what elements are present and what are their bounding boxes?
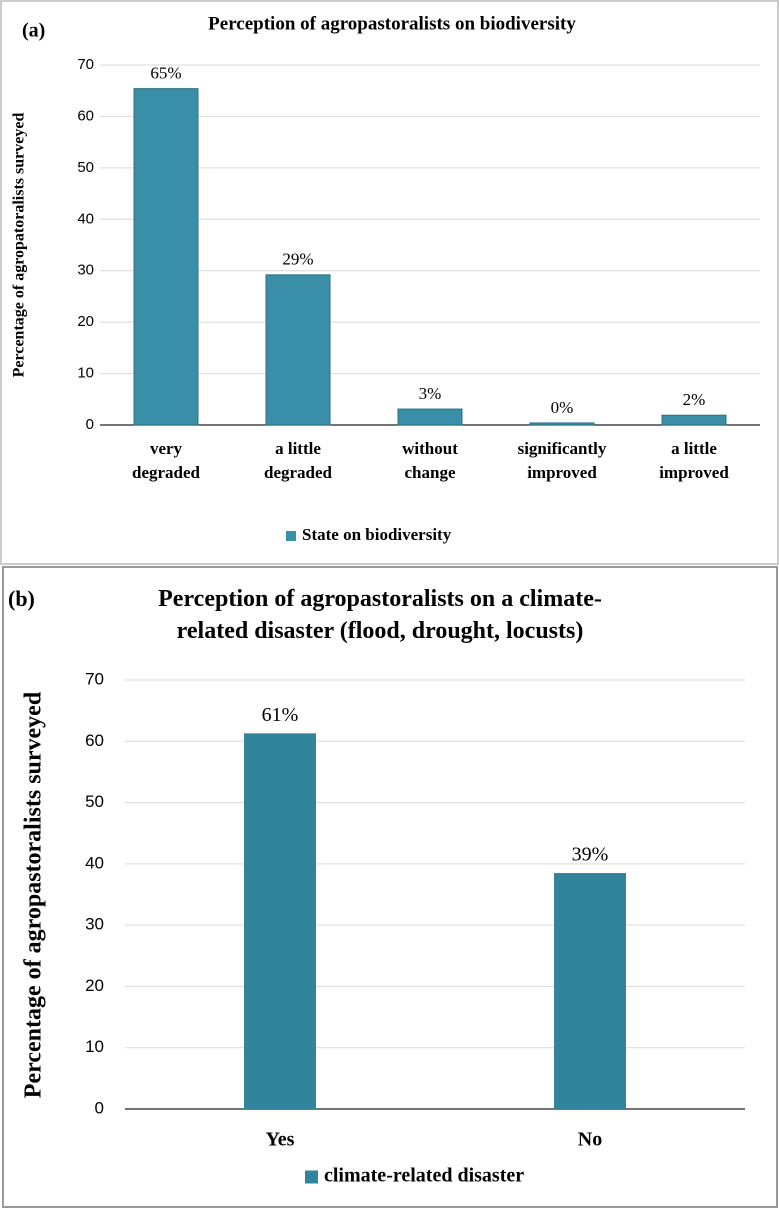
y-tick-label: 20: [77, 313, 94, 330]
y-tick-label: 70: [77, 56, 94, 73]
legend-swatch: [305, 1170, 318, 1184]
y-tick-label: 50: [85, 792, 104, 811]
x-tick-label: Yes: [266, 1129, 295, 1151]
x-tick-label: No: [578, 1129, 602, 1151]
y-tick-label: 30: [85, 915, 104, 934]
y-tick-label: 40: [85, 853, 104, 872]
bar: [397, 408, 463, 426]
bar: [244, 733, 316, 1109]
x-tick-label: without change: [402, 439, 458, 482]
legend-swatch: [286, 531, 296, 541]
bar: [133, 88, 199, 426]
bar: [529, 422, 595, 426]
data-label: 0%: [551, 398, 574, 417]
y-tick-label: 60: [85, 731, 104, 750]
data-label: 61%: [262, 704, 299, 726]
data-label: 2%: [683, 390, 706, 409]
legend-label: State on biodiversity: [302, 525, 452, 544]
x-tick-label: very degraded: [132, 439, 201, 482]
y-tick-label: 0: [95, 1098, 104, 1117]
y-tick-label: 20: [85, 976, 104, 995]
panel-border: [2, 566, 778, 1208]
y-axis-label: Percentage of agropastoralists surveyed: [21, 691, 47, 1098]
data-label: 65%: [150, 64, 181, 83]
panel-border: [0, 0, 779, 565]
data-label: 39%: [572, 844, 609, 866]
y-tick-label: 0: [86, 416, 94, 433]
y-tick-label: 70: [85, 669, 104, 688]
panel-label: (a): [22, 20, 45, 42]
x-tick-label: a little improved: [659, 439, 729, 482]
chart-title: Perception of agropastoralists on biodiv…: [208, 13, 576, 34]
y-tick-label: 10: [77, 365, 94, 382]
y-axis-label: Percentage of agropatoralists surveyed: [11, 113, 28, 378]
data-label: 3%: [419, 384, 442, 403]
y-tick-label: 10: [85, 1037, 104, 1056]
x-tick-label: a little degraded: [264, 439, 333, 482]
data-label: 29%: [282, 250, 313, 269]
y-tick-label: 40: [77, 210, 94, 227]
y-tick-label: 50: [77, 159, 94, 176]
panel-label: (b): [8, 586, 35, 611]
y-tick-label: 30: [77, 262, 94, 279]
x-tick-label: significantly improved: [518, 439, 607, 482]
bar: [554, 873, 626, 1109]
chart-title: Perception of agropastoralists on a clim…: [158, 586, 602, 644]
bar: [265, 274, 331, 426]
legend-label: climate-related disaster: [324, 1165, 524, 1187]
y-tick-label: 60: [77, 107, 94, 124]
bar: [661, 414, 727, 426]
